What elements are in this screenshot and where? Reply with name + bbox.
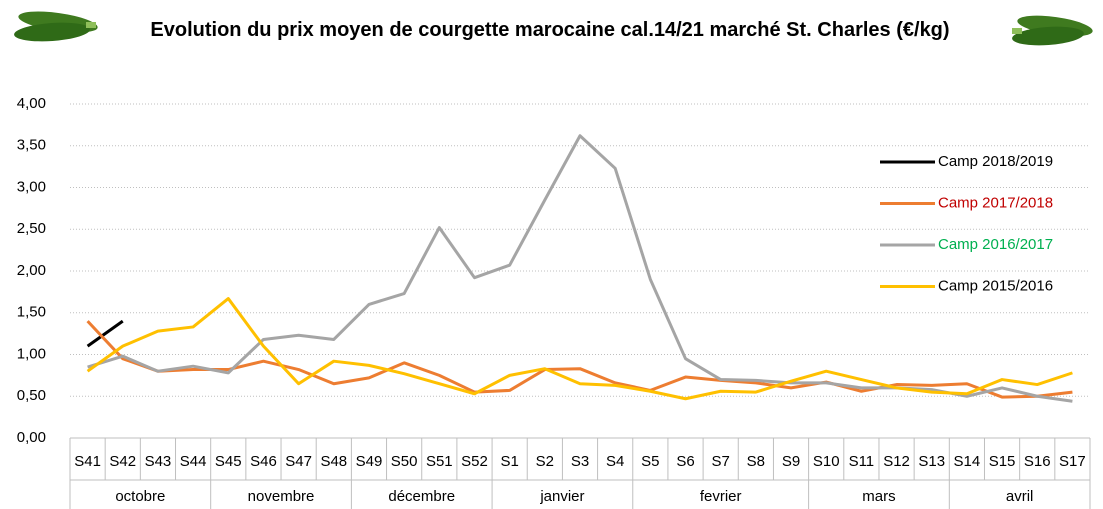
x-group-label: janvier <box>539 488 584 505</box>
x-tick-label: S46 <box>250 453 277 470</box>
chart-title: Evolution du prix moyen de courgette mar… <box>110 14 990 46</box>
y-tick-label: 3,00 <box>17 178 46 195</box>
x-tick-label: S10 <box>813 453 840 470</box>
x-tick-label: S16 <box>1024 453 1051 470</box>
legend-label: Camp 2015/2016 <box>938 277 1053 294</box>
x-tick-label: S43 <box>145 453 172 470</box>
y-tick-label: 4,00 <box>17 95 46 112</box>
x-tick-label: S51 <box>426 453 453 470</box>
y-tick-label: 1,50 <box>17 304 46 321</box>
series-line <box>88 299 1073 399</box>
zucchini-icon-right <box>1011 12 1093 48</box>
x-tick-label: S14 <box>954 453 981 470</box>
x-group-label: décembre <box>388 488 455 505</box>
x-tick-label: S45 <box>215 453 242 470</box>
x-tick-label: S8 <box>747 453 765 470</box>
x-tick-label: S15 <box>989 453 1016 470</box>
x-tick-label: S7 <box>712 453 730 470</box>
x-tick-label: S1 <box>500 453 518 470</box>
x-tick-label: S9 <box>782 453 800 470</box>
chart: 0,00 0,50 1,00 1,50 2,00 2,50 3,00 3,50 4,00 S41 S… <box>0 0 1103 509</box>
x-group-label: mars <box>862 488 895 505</box>
x-tick-label: S44 <box>180 453 207 470</box>
x-tick-label: S52 <box>461 453 488 470</box>
y-tick-label: 0,00 <box>17 429 46 446</box>
x-tick-label: S47 <box>285 453 312 470</box>
x-tick-label: S2 <box>536 453 554 470</box>
x-tick-label: S11 <box>849 453 875 470</box>
x-tick-label: S17 <box>1059 453 1086 470</box>
x-tick-label: S12 <box>883 453 910 470</box>
x-group-label: avril <box>1006 488 1034 505</box>
series-line <box>88 321 1073 397</box>
y-tick-label: 1,00 <box>17 345 46 362</box>
x-tick-label: S41 <box>74 453 101 470</box>
zucchini-icon-left <box>13 8 98 44</box>
y-tick-label: 2,50 <box>17 220 46 237</box>
x-tick-label: S48 <box>320 453 347 470</box>
x-tick-label: S6 <box>676 453 694 470</box>
x-tick-label: S5 <box>641 453 659 470</box>
x-tick-label: S13 <box>918 453 945 470</box>
x-tick-label: S42 <box>109 453 136 470</box>
legend-label: Camp 2016/2017 <box>938 236 1053 253</box>
page: 0,00 0,50 1,00 1,50 2,00 2,50 3,00 3,50 4,00 S41 S… <box>0 0 1103 509</box>
y-tick-label: 3,50 <box>17 137 46 154</box>
x-tick-label: S49 <box>356 453 383 470</box>
x-group-label: novembre <box>248 488 315 505</box>
series-line <box>88 136 1073 402</box>
x-tick-label: S3 <box>571 453 589 470</box>
y-tick-label: 0,50 <box>17 387 46 404</box>
x-group-label: fevrier <box>700 488 742 505</box>
x-group-label: octobre <box>115 488 165 505</box>
legend-label: Camp 2017/2018 <box>938 194 1053 211</box>
x-tick-label: S4 <box>606 453 624 470</box>
x-tick-label: S50 <box>391 453 418 470</box>
y-tick-label: 2,00 <box>17 262 46 279</box>
legend-label: Camp 2018/2019 <box>938 153 1053 170</box>
